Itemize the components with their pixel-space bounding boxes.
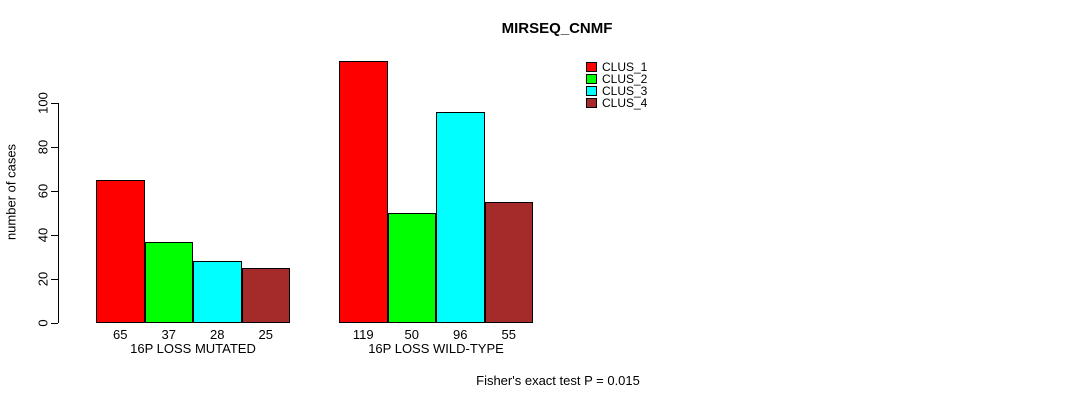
legend-item: CLUS_4	[586, 97, 647, 109]
legend-item: CLUS_3	[586, 85, 647, 97]
legend-label: CLUS_4	[602, 96, 648, 110]
legend-label: CLUS_1	[602, 60, 648, 74]
y-tick-label: 0	[35, 319, 51, 327]
footnote-annotation: Fisher's exact test P = 0.015	[476, 373, 640, 388]
legend: CLUS_1 CLUS_2 CLUS_3 CLUS_4	[586, 61, 647, 109]
bar-value-label: 119	[352, 327, 374, 342]
bar	[387, 213, 436, 323]
bar	[193, 261, 242, 323]
bar	[484, 202, 533, 323]
bar-value-label: 37	[161, 327, 176, 342]
legend-swatch	[586, 98, 597, 108]
legend-swatch	[586, 86, 597, 96]
y-tick-label: 40	[35, 227, 51, 243]
bar-value-label: 25	[258, 327, 273, 342]
legend-item: CLUS_2	[586, 73, 647, 85]
legend-label: CLUS_3	[602, 84, 648, 98]
bar	[144, 241, 193, 323]
bar	[241, 268, 290, 323]
bar-value-label: 55	[501, 327, 516, 342]
bar-value-label: 96	[453, 327, 468, 342]
bar	[436, 111, 485, 323]
y-tick	[51, 323, 58, 324]
bar	[96, 180, 145, 323]
y-tick	[51, 147, 58, 148]
bar-value-label: 50	[404, 327, 419, 342]
y-axis-line	[58, 103, 59, 323]
y-tick-label: 80	[35, 139, 51, 155]
y-tick-label: 20	[35, 271, 51, 287]
y-tick	[51, 103, 58, 104]
bar-value-label: 65	[113, 327, 128, 342]
legend-label: CLUS_2	[602, 72, 648, 86]
legend-item: CLUS_1	[586, 61, 647, 73]
y-tick	[51, 235, 58, 236]
chart-title: MIRSEQ_CNMF	[501, 20, 613, 37]
y-tick	[51, 279, 58, 280]
y-tick-label: 60	[35, 183, 51, 199]
y-tick	[51, 191, 58, 192]
y-tick-label: 100	[35, 92, 51, 114]
y-axis-label: number of cases	[3, 143, 19, 241]
bar	[339, 61, 388, 323]
x-category-label: 16P LOSS WILD-TYPE	[368, 341, 504, 356]
legend-swatch	[586, 74, 597, 84]
legend-swatch	[586, 62, 597, 72]
x-category-label: 16P LOSS MUTATED	[130, 341, 256, 356]
bar-value-label: 28	[210, 327, 225, 342]
